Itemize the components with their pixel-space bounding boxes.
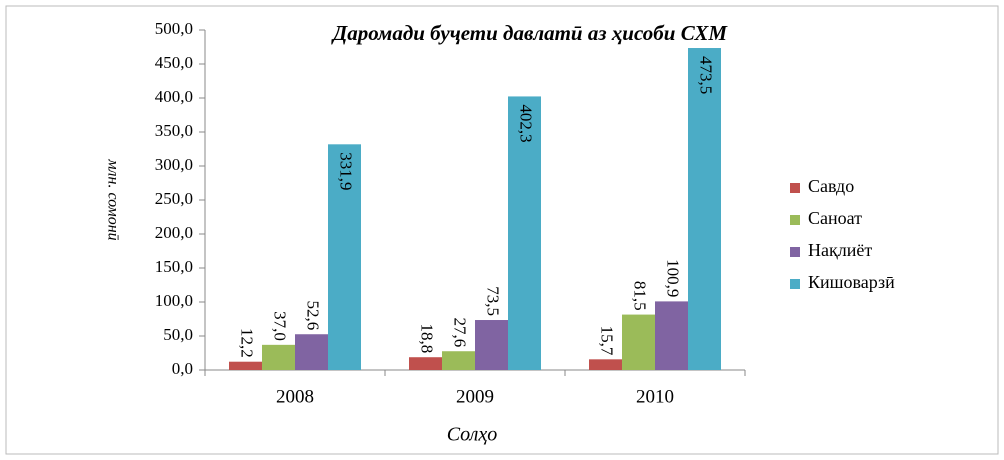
- x-tick-label: 2010: [636, 386, 674, 407]
- y-tick-label: 50,0: [163, 325, 193, 344]
- data-label: 15,7: [598, 326, 617, 356]
- x-tick-label: 2008: [276, 386, 314, 407]
- data-label: 331,9: [337, 152, 356, 190]
- data-label: 27,6: [451, 317, 470, 347]
- legend-swatch: [790, 279, 800, 289]
- legend-swatch: [790, 215, 800, 225]
- data-label: 402,3: [517, 104, 536, 142]
- legend-label: Нақлиёт: [808, 240, 872, 260]
- bar: [229, 361, 262, 370]
- y-tick-label: 350,0: [155, 121, 193, 140]
- bar: [328, 144, 361, 370]
- data-label: 73,5: [484, 286, 503, 316]
- legend-swatch: [790, 183, 800, 193]
- data-label: 100,9: [664, 259, 683, 297]
- x-tick-label: 2009: [456, 386, 494, 407]
- x-axis-label: Солҳо: [447, 424, 498, 446]
- legend-label: Кишоварзӣ: [808, 272, 895, 292]
- bar: [475, 320, 508, 370]
- y-tick-label: 0,0: [172, 359, 193, 378]
- data-label: 37,0: [271, 311, 290, 341]
- bar: [262, 344, 295, 370]
- y-tick-label: 150,0: [155, 257, 193, 276]
- legend-swatch: [790, 247, 800, 257]
- legend-label: Савдо: [808, 176, 854, 196]
- y-tick-label: 100,0: [155, 291, 193, 310]
- bar: [655, 301, 688, 370]
- y-tick-label: 200,0: [155, 223, 193, 242]
- data-label: 12,2: [238, 328, 257, 358]
- bar: [688, 48, 721, 371]
- chart-title: Даромади буҷети давлатӣ аз ҳисоби СХМ: [332, 21, 728, 45]
- y-tick-label: 450,0: [155, 53, 193, 72]
- frame: [5, 5, 999, 455]
- legend-label: Саноат: [808, 208, 862, 228]
- data-label: 81,5: [631, 281, 650, 311]
- data-label: 18,8: [418, 323, 437, 353]
- data-label: 473,5: [697, 56, 716, 94]
- bar: [409, 357, 442, 370]
- bar: [442, 351, 475, 370]
- bar: [622, 314, 655, 370]
- y-tick-label: 300,0: [155, 155, 193, 174]
- y-axis-label: млн. сомонӣ: [104, 158, 121, 240]
- y-tick-label: 400,0: [155, 87, 193, 106]
- bar: [508, 96, 541, 370]
- y-tick-label: 500,0: [155, 19, 193, 38]
- data-label: 52,6: [304, 300, 323, 330]
- bar: [295, 334, 328, 370]
- y-tick-label: 250,0: [155, 189, 193, 208]
- bar: [589, 359, 622, 370]
